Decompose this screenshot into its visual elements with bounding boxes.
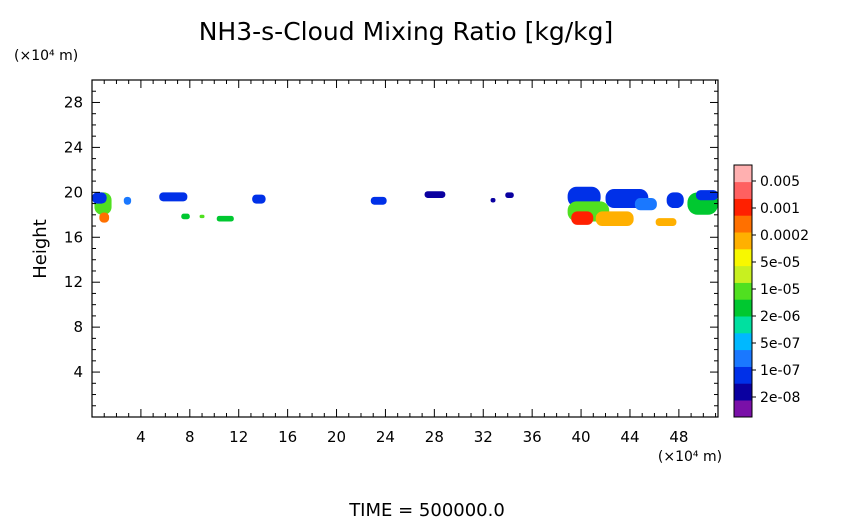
colorbar-label: 0.0002 xyxy=(760,228,809,244)
x-tick-label: 4 xyxy=(136,428,146,446)
colorbar-label: 2e-06 xyxy=(760,309,800,325)
x-tick-label: 12 xyxy=(229,428,248,446)
y-tick-label: 28 xyxy=(64,93,83,111)
x-unit-label: (×10⁴ m) xyxy=(658,449,722,465)
cloud-patch xyxy=(595,211,634,227)
x-tick-label: 20 xyxy=(327,428,346,446)
colorbar-swatch xyxy=(734,165,752,183)
y-tick-label: 20 xyxy=(64,183,83,201)
colorbar-label: 2e-08 xyxy=(760,390,800,406)
chart-title: NH3-s-Cloud Mixing Ratio [kg/kg] xyxy=(199,17,614,46)
x-tick-label: 8 xyxy=(185,428,195,446)
colorbar-swatch xyxy=(734,198,752,216)
colorbar-swatch xyxy=(734,333,752,351)
y-tick-label: 8 xyxy=(73,318,83,336)
colorbar-swatch xyxy=(734,282,752,300)
colorbar-label: 5e-07 xyxy=(760,336,800,352)
colorbar-label: 0.005 xyxy=(760,174,800,190)
y-tick-label: 24 xyxy=(64,138,83,156)
y-unit-label: (×10⁴ m) xyxy=(14,48,78,64)
cloud-patch xyxy=(666,192,684,209)
x-tick-label: 28 xyxy=(425,428,444,446)
cloud-patch xyxy=(655,218,677,227)
colorbar-swatch xyxy=(734,215,752,233)
y-tick-label: 16 xyxy=(64,228,83,246)
cloud-patch xyxy=(490,197,496,203)
colorbar-swatch xyxy=(734,383,752,401)
colorbar-label: 5e-05 xyxy=(760,255,800,271)
cloud-patch xyxy=(505,192,514,198)
y-tick-label: 12 xyxy=(64,273,83,291)
colorbar: 0.005 0.001 0.0002 5e-05 1e-05 2e-06 5e-07 1e-0… xyxy=(733,164,809,418)
colorbar-swatch xyxy=(734,299,752,317)
x-tick-label: 16 xyxy=(278,428,297,446)
colorbar-swatch xyxy=(734,249,752,267)
colorbar-swatch xyxy=(734,181,752,199)
x-tick-label: 36 xyxy=(523,428,542,446)
cloud-patch xyxy=(634,197,657,211)
cloud-patch xyxy=(571,211,594,225)
cloud-patch xyxy=(199,214,205,219)
colorbar-label: 0.001 xyxy=(760,201,800,217)
cloud-patch xyxy=(181,213,190,220)
cloud-patch xyxy=(216,215,234,222)
x-tick-label: 32 xyxy=(474,428,493,446)
x-tick-label: 24 xyxy=(376,428,395,446)
colorbar-swatch xyxy=(734,316,752,334)
cloud-field xyxy=(92,186,718,227)
x-tick-label: 44 xyxy=(620,428,639,446)
colorbar-swatch xyxy=(734,232,752,250)
colorbar-swatch xyxy=(734,366,752,384)
colorbar-swatch xyxy=(734,349,752,367)
cloud-patch xyxy=(123,196,132,205)
cloud-patch xyxy=(159,192,188,202)
colorbar-label: 1e-05 xyxy=(760,282,800,298)
cloud-patch xyxy=(99,212,110,223)
colorbar-frame xyxy=(733,164,753,418)
cloud-patch xyxy=(252,194,266,204)
cloud-patch xyxy=(424,191,446,198)
colorbar-swatch xyxy=(734,265,752,283)
plot-frame xyxy=(91,79,719,418)
time-footer: TIME = 500000.0 xyxy=(348,500,505,519)
x-tick-label: 40 xyxy=(572,428,591,446)
cloud-patch xyxy=(92,192,107,204)
x-tick-label: 48 xyxy=(669,428,688,446)
colorbar-label: 1e-07 xyxy=(760,363,800,379)
colorbar-swatch xyxy=(734,400,752,418)
y-axis-label: Height xyxy=(30,219,51,279)
cloud-patch xyxy=(370,196,387,205)
cloud-patch xyxy=(695,190,718,201)
y-tick-label: 4 xyxy=(73,363,83,381)
